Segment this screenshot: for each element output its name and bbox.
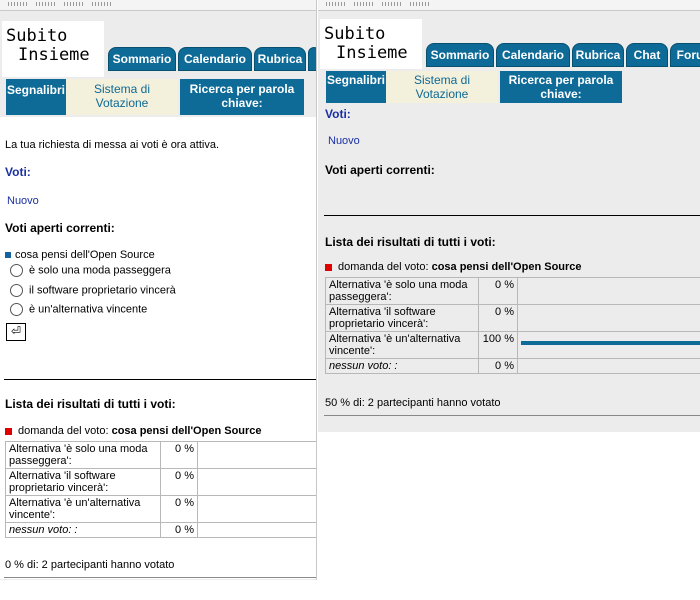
- left-panel: Subito Insieme Sommario Calendario Rubric…: [0, 0, 317, 580]
- open-votes-heading: Voti aperti correnti:: [325, 163, 435, 177]
- results-heading: Lista dei risultati di tutti i voti:: [5, 397, 176, 411]
- open-votes-heading: Voti aperti correnti:: [5, 221, 115, 235]
- tab-rubrica[interactable]: Rubrica: [572, 43, 624, 67]
- nuovo-link[interactable]: Nuovo: [328, 135, 360, 147]
- summary-text: 50 % di: 2 partecipanti hanno votato: [325, 397, 501, 409]
- return-arrow-icon[interactable]: ⏎: [6, 323, 26, 341]
- logo: Subito Insieme: [320, 19, 422, 69]
- subnav: Segnalibri Sistema di Votazione Ricerca …: [0, 77, 316, 117]
- table-row: Alternativa 'è solo una moda passeggera'…: [5, 441, 316, 469]
- tab-sommario[interactable]: Sommario: [426, 43, 494, 67]
- tab-chat[interactable]: Chat: [626, 43, 668, 67]
- question-line: cosa pensi dell'Open Source: [5, 249, 155, 261]
- table-row: nessun voto: : 0 %: [5, 522, 316, 538]
- tab-calendario[interactable]: Calendario: [496, 43, 570, 67]
- divider: [4, 379, 316, 380]
- subnav-ricerca[interactable]: Ricerca per parola chiave:: [500, 71, 622, 103]
- radio-button[interactable]: [10, 284, 23, 297]
- option-1[interactable]: è solo una moda passeggera: [10, 264, 171, 277]
- red-square-icon: [325, 263, 332, 271]
- subnav-segnalibri[interactable]: Segnalibri: [326, 71, 386, 103]
- option-3[interactable]: è un'alternativa vincente: [10, 303, 147, 316]
- table-row: Alternativa 'è un'alternativa vincente':…: [325, 331, 700, 359]
- subnav-sistema-votazione[interactable]: Sistema di Votazione: [66, 79, 178, 115]
- nuovo-link[interactable]: Nuovo: [7, 195, 39, 207]
- voti-heading: Voti:: [5, 165, 31, 179]
- voti-heading: Voti:: [325, 107, 351, 121]
- result-bar: [521, 341, 700, 345]
- option-2[interactable]: il software proprietario vincerà: [10, 284, 176, 297]
- question-result-line: domanda del voto: cosa pensi dell'Open S…: [5, 425, 262, 437]
- tab-rubrica[interactable]: Rubrica: [254, 47, 306, 71]
- radio-button[interactable]: [10, 264, 23, 277]
- tab-chat-partial[interactable]: [308, 47, 316, 71]
- summary-text: 0 % di: 2 partecipanti hanno votato: [5, 559, 175, 571]
- tab-sommario[interactable]: Sommario: [108, 47, 176, 71]
- tab-calendario[interactable]: Calendario: [178, 47, 252, 71]
- ruler-bar: [318, 0, 700, 11]
- results-heading: Lista dei risultati di tutti i voti:: [325, 235, 496, 249]
- table-row: Alternativa 'è solo una moda passeggera'…: [325, 277, 700, 305]
- divider-bottom: [4, 577, 316, 578]
- question-result-line: domanda del voto: cosa pensi dell'Open S…: [325, 261, 582, 273]
- table-row: Alternativa 'il software proprietario vi…: [5, 468, 316, 496]
- table-row: Alternativa 'il software proprietario vi…: [325, 304, 700, 332]
- results-table: Alternativa 'è solo una moda passeggera'…: [5, 441, 316, 538]
- subnav-sistema-votazione[interactable]: Sistema di Votazione: [386, 71, 498, 103]
- ruler-bar: [0, 0, 316, 11]
- header: Subito Insieme Sommario Calendario Rubric…: [0, 11, 316, 79]
- header: Subito Insieme Sommario Calendario Rubric…: [318, 11, 700, 69]
- tab-forum[interactable]: Foru: [670, 43, 700, 67]
- divider: [324, 215, 700, 216]
- logo: Subito Insieme: [2, 21, 104, 79]
- subnav-segnalibri[interactable]: Segnalibri: [6, 79, 66, 115]
- notice-text: La tua richiesta di messa ai voti è ora …: [5, 139, 219, 151]
- square-bullet-icon: [5, 252, 11, 259]
- divider-bottom: [324, 415, 700, 416]
- table-row: Alternativa 'è un'alternativa vincente':…: [5, 495, 316, 523]
- subnav-ricerca[interactable]: Ricerca per parola chiave:: [180, 79, 304, 115]
- footer-bar: [0, 579, 316, 580]
- table-row: nessun voto: : 0 %: [325, 358, 700, 374]
- subnav: Segnalibri Sistema di Votazione Ricerca …: [318, 69, 700, 107]
- red-square-icon: [5, 427, 12, 435]
- results-table: Alternativa 'è solo una moda passeggera'…: [325, 277, 700, 374]
- radio-button[interactable]: [10, 303, 23, 316]
- right-panel: Subito Insieme Sommario Calendario Rubric…: [318, 0, 700, 432]
